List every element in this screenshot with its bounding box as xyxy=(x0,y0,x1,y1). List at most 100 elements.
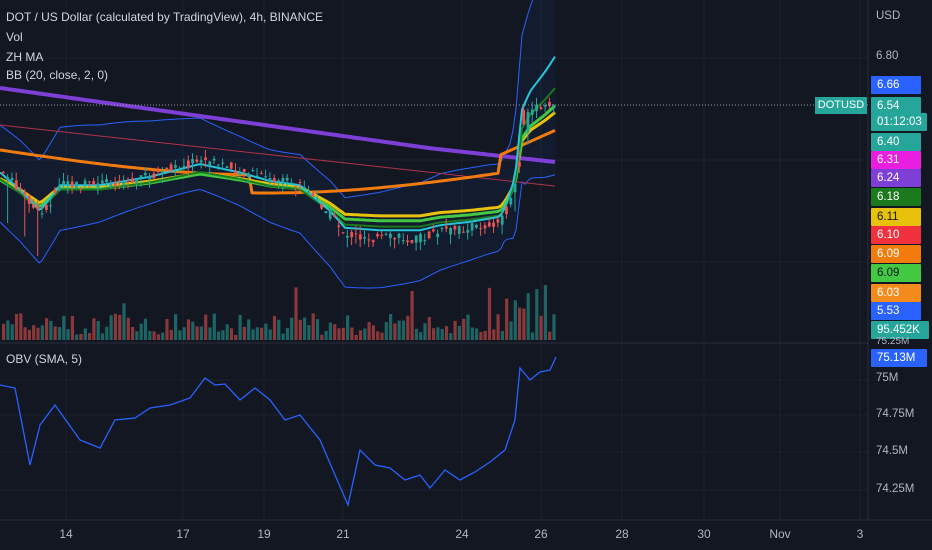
candle-body xyxy=(49,205,53,207)
moving-average xyxy=(0,111,556,218)
candle-body xyxy=(457,226,461,234)
symbol-legend[interactable]: DOT / US Dollar (calculated by TradingVi… xyxy=(6,10,324,24)
volume-bar xyxy=(264,323,268,340)
candle-body xyxy=(337,225,341,227)
volume-bar xyxy=(526,293,530,340)
volume-bar xyxy=(135,331,139,340)
candle-body xyxy=(358,234,362,240)
volume-bar xyxy=(380,332,384,340)
volume-bar xyxy=(122,303,126,340)
obv-tick: 74.5M xyxy=(876,445,908,457)
candle-body xyxy=(350,232,354,238)
candle-body xyxy=(414,235,418,243)
candle-body xyxy=(548,101,551,107)
volume-bar xyxy=(436,327,440,340)
candle-body xyxy=(165,167,169,170)
volume-bar xyxy=(49,320,53,340)
ma-legend[interactable]: ZH MA xyxy=(6,50,44,64)
candle-body xyxy=(384,233,388,235)
bollinger-lower xyxy=(0,174,556,289)
volume-bar xyxy=(307,325,311,340)
volume-bar xyxy=(139,323,143,340)
obv-legend[interactable]: OBV (SMA, 5) xyxy=(6,352,83,366)
volume-bar xyxy=(174,314,178,340)
candle-body xyxy=(453,225,457,230)
candle-body xyxy=(238,173,242,175)
candle-body xyxy=(285,177,289,181)
candle-body xyxy=(371,240,375,243)
volume-bar xyxy=(143,318,148,340)
time-tick: 17 xyxy=(176,527,190,541)
volume-bar xyxy=(457,325,461,340)
volume-bar xyxy=(126,317,130,340)
volume-bar xyxy=(105,326,109,340)
volume-bar xyxy=(66,329,70,340)
candle-body xyxy=(255,175,259,177)
volume-bar xyxy=(23,327,27,340)
candle-body xyxy=(363,237,366,239)
candle-body xyxy=(479,228,483,230)
volume-bar xyxy=(320,334,324,340)
candle-body xyxy=(195,159,199,162)
volume-bar xyxy=(324,330,328,340)
candle-body xyxy=(376,234,379,237)
candle-body xyxy=(522,109,526,125)
price-tag-ma5: 6.11 xyxy=(871,208,921,226)
candle-body xyxy=(118,180,121,182)
bb-legend[interactable]: BB (20, close, 2, 0) xyxy=(6,68,109,82)
volume-bar xyxy=(350,327,354,340)
volume-bar xyxy=(75,334,79,340)
volume-bar xyxy=(539,315,543,340)
volume-bar xyxy=(268,329,272,340)
volume-bar xyxy=(315,319,320,340)
price-tag-ma3: 6.24 xyxy=(871,169,921,187)
volume-bar xyxy=(496,314,500,340)
volume-bar xyxy=(346,315,350,340)
moving-average-lines xyxy=(0,0,557,289)
candle-body xyxy=(75,181,78,189)
volume-bar xyxy=(376,331,380,340)
volume-bar xyxy=(281,333,285,340)
candle-body xyxy=(135,179,139,183)
volume-bar xyxy=(199,326,203,340)
candle-body xyxy=(139,175,143,178)
volume-bar xyxy=(27,329,31,340)
volume-bar xyxy=(272,315,277,340)
volume-bar xyxy=(509,321,513,340)
volume-bar xyxy=(333,324,337,340)
volume-bar xyxy=(195,326,199,340)
candle-body xyxy=(131,178,134,183)
price-tag-ma6: 6.10 xyxy=(871,226,921,244)
candle-body xyxy=(178,169,182,171)
volume-bar xyxy=(440,329,444,340)
candle-body xyxy=(380,234,384,236)
candle-body xyxy=(251,170,255,172)
grid xyxy=(0,0,868,520)
volume-bar xyxy=(367,321,371,340)
candle-body xyxy=(208,161,212,166)
candle-body xyxy=(526,111,530,133)
candle-body xyxy=(27,195,31,205)
price-tag-countdown: 01:12:03 xyxy=(871,113,927,131)
volume-bar xyxy=(83,328,87,340)
volume-bar xyxy=(358,330,363,340)
volume-bar xyxy=(518,307,522,340)
volume-bar xyxy=(393,323,397,340)
candle-body xyxy=(513,183,517,193)
volume-legend[interactable]: Vol xyxy=(6,30,23,44)
candle-body xyxy=(367,239,371,241)
candle-body xyxy=(320,204,323,209)
price-tag-ma7: 6.09 xyxy=(871,245,921,263)
candle-body xyxy=(10,177,14,181)
candle-body xyxy=(307,190,311,194)
volume-bar xyxy=(290,317,294,340)
volume-bar xyxy=(492,329,496,340)
candle-body xyxy=(440,228,444,230)
candle-body xyxy=(19,188,22,190)
currency-label: USD xyxy=(876,10,901,22)
volume-bar xyxy=(2,323,6,340)
volume-bar xyxy=(251,329,255,340)
volume-bar xyxy=(182,327,186,340)
time-tick: Nov xyxy=(769,527,791,541)
